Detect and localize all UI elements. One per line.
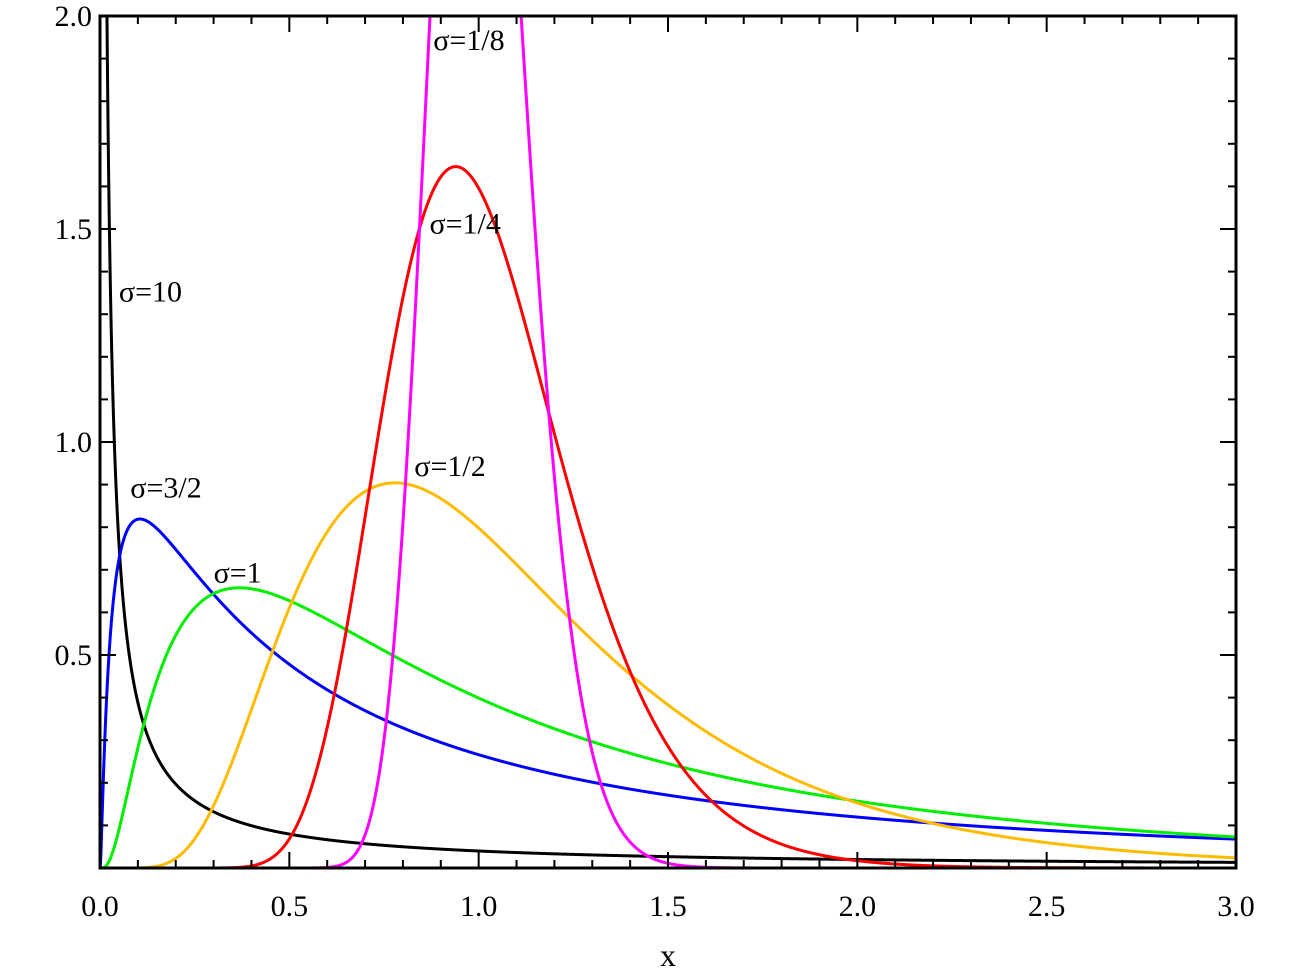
curve-series-1 — [100, 517, 1236, 868]
x-tick-label: 1.0 — [460, 890, 498, 923]
x-tick-label: 0.0 — [81, 890, 119, 923]
x-tick-label: 2.0 — [839, 890, 877, 923]
plot-frame — [98, 14, 1238, 870]
y-tick-label: 2.0 — [55, 0, 93, 33]
y-tick-label: 1.0 — [55, 426, 93, 459]
curve-label: σ=1/4 — [429, 207, 500, 240]
y-tick-label: 0.5 — [55, 639, 93, 672]
x-tick-label: 1.5 — [649, 890, 687, 923]
ticks-layer — [99, 15, 1237, 868]
curve-series-2 — [100, 586, 1236, 868]
curve-label: σ=1/2 — [414, 450, 485, 483]
x-tick-label: 2.5 — [1028, 890, 1066, 923]
x-axis-title: x — [660, 937, 676, 973]
x-tick-label: 0.5 — [271, 890, 309, 923]
y-tick-label: 1.5 — [55, 213, 93, 246]
curve-series-0 — [100, 16, 1236, 868]
x-tick-label: 3.0 — [1217, 890, 1255, 923]
curve-series-3 — [100, 481, 1236, 868]
curve-label: σ=3/2 — [130, 471, 201, 504]
curve-label: σ=10 — [119, 275, 182, 308]
curve-label: σ=1 — [214, 557, 262, 590]
labels-layer: 0.0 0.5 1.0 1.5 2.0 2.5 3.0 0.5 1.0 1.5 2.0 σ=10 σ=3… — [55, 0, 1255, 923]
curve-label: σ=1/8 — [433, 24, 504, 57]
curve-series-5 — [100, 16, 1236, 868]
curves-layer — [100, 16, 1236, 868]
